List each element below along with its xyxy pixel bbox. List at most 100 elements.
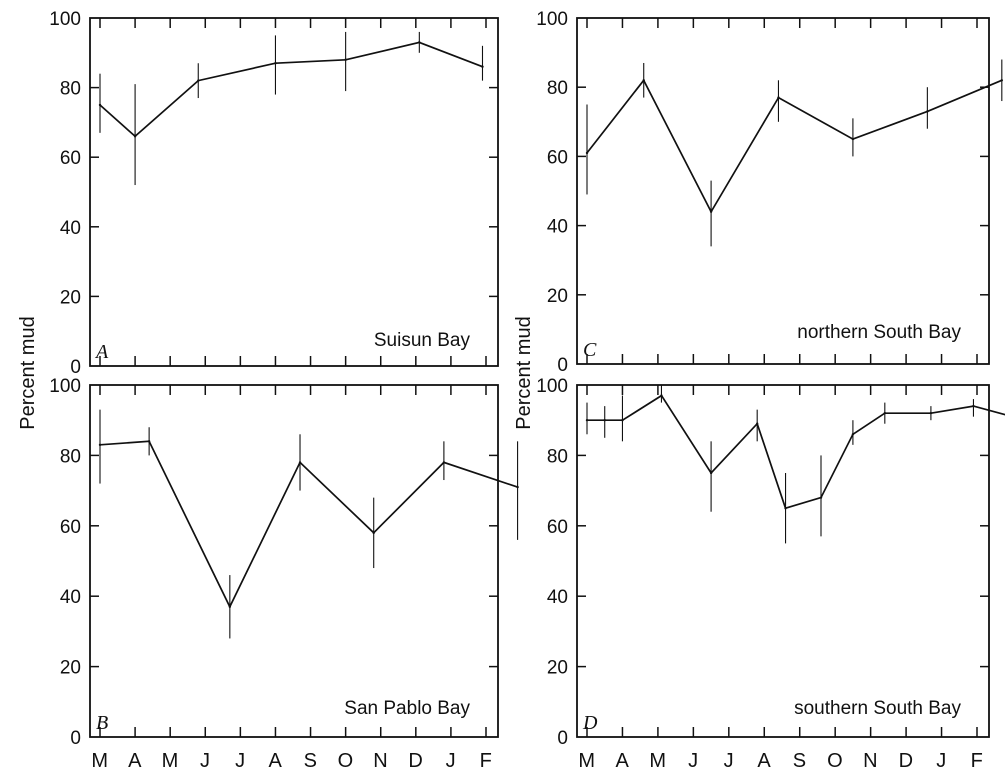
month-label: A [757,750,771,772]
month-label: D [408,750,423,772]
y-tick-label: 80 [60,79,81,100]
month-label: J [724,750,735,772]
y-tick-label: 60 [60,517,81,538]
data-point [298,461,302,464]
y-tick-label: 60 [547,147,568,168]
data-point [660,394,663,397]
month-label: N [373,750,388,772]
panel-letter: A [94,341,109,363]
y-tick-label: 40 [547,217,568,238]
month-label: D [899,750,914,772]
month-label: O [827,750,843,772]
data-point [755,422,759,425]
panel-annotation: northern South Bay [797,322,961,343]
panel-a: 0 20 40 60 80 100 Suisun Bay A [49,9,499,378]
month-label: J [235,750,246,772]
data-point [274,62,277,65]
month-label: M [162,750,179,772]
data-point [709,471,713,475]
data-point [585,151,589,155]
series-line [586,78,1003,214]
panel-annotation: San Pablo Bay [344,698,470,719]
y-tick-label: 40 [547,587,568,608]
data-point [418,41,421,44]
month-label: S [304,750,318,772]
series-line [99,41,483,138]
series-line [587,394,1005,510]
y-tick-label: 20 [547,286,568,307]
y-tick-label: 40 [60,218,81,239]
data-point [926,110,929,113]
y-tick-label: 80 [60,446,81,467]
y-tick-label: 100 [49,9,81,30]
y-tick-label: 100 [49,376,81,397]
data-point [709,210,713,213]
month-label: M [649,750,666,772]
month-label: J [936,750,947,772]
data-point [98,103,102,107]
y-tick-label: 0 [557,728,568,749]
data-point [147,440,151,443]
data-point [883,411,887,415]
month-label: A [616,750,630,772]
plot-frame [576,17,990,365]
data-point [621,419,624,422]
month-label: J [688,750,699,772]
y-tick-label: 0 [557,355,568,376]
data-point [642,79,645,82]
panel-letter: D [582,712,598,734]
month-label: O [338,750,354,772]
y-tick-label: 40 [60,587,81,608]
month-label: M [91,750,108,772]
plot-frame [89,17,499,367]
month-label: J [446,750,457,772]
y-tick-label: 0 [70,728,81,749]
month-label: A [269,750,283,772]
month-label: S [793,750,807,772]
panel-c: 0 20 40 60 80 100 northern South Bay C [536,9,1004,376]
panel-letter: B [96,712,108,734]
data-point [98,443,102,447]
data-point [197,79,200,82]
month-label: M [578,750,595,772]
plot-frame [576,384,990,738]
data-point [851,137,855,141]
month-label: F [971,750,984,772]
y-tick-label: 20 [547,658,568,679]
y-tick-label: 20 [60,287,81,308]
data-point [819,496,823,499]
y-tick-label: 60 [60,148,81,169]
data-point [133,135,137,138]
month-label: F [480,750,493,772]
data-point [851,433,855,436]
data-point [784,507,787,510]
y-tick-label: 100 [536,9,568,30]
y-tick-label: 0 [70,357,81,378]
month-label: N [863,750,878,772]
y-tick-label: 20 [60,658,81,679]
data-point [372,531,375,535]
data-point [972,404,975,408]
y-axis-label-left: Percent mud [17,316,39,429]
data-point [1000,79,1004,82]
data-point [585,419,589,422]
data-point [344,58,347,61]
data-point [442,461,446,464]
data-point [516,485,519,489]
month-label: A [128,750,142,772]
y-tick-label: 80 [547,446,568,467]
panel-annotation: Suisun Bay [374,330,471,351]
data-point [481,65,484,68]
y-tick-label: 80 [547,78,568,99]
panel-annotation: southern South Bay [794,698,961,719]
data-point [228,605,232,608]
y-axis-label-right: Percent mud [513,316,535,429]
panel-letter: C [583,339,597,361]
month-label: J [200,750,211,772]
series-line [99,440,518,609]
data-point [777,96,780,99]
data-point [929,411,933,415]
